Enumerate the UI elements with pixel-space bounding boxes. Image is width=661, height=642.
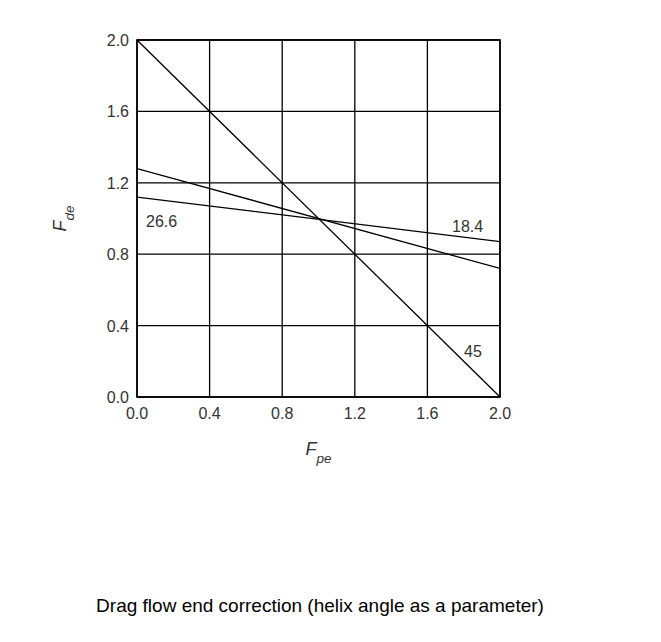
x-grid-line — [282, 40, 283, 397]
y-tick-label: 0.0 — [107, 389, 129, 406]
x-tick-label: 0.0 — [126, 405, 148, 422]
x-tick-label: 0.4 — [198, 405, 220, 422]
series-group — [137, 40, 500, 397]
x-grid-line — [209, 40, 210, 397]
x-axis-label-sub: pe — [315, 451, 331, 466]
x-axis-label: Fpe — [305, 439, 331, 466]
y-tick-label: 0.8 — [107, 246, 129, 263]
caption: Drag flow end correction (helix angle as… — [96, 595, 544, 616]
x-tick-label: 1.2 — [344, 405, 366, 422]
x-tick-label: 2.0 — [489, 405, 511, 422]
series-line — [137, 197, 500, 242]
y-grid-line — [137, 325, 500, 326]
x-grid-line — [354, 40, 355, 397]
y-tick-label: 2.0 — [107, 32, 129, 49]
y-axis-label: Fde — [50, 205, 77, 231]
y-grid-line — [137, 111, 500, 112]
x-tick-label: 1.6 — [416, 405, 438, 422]
plot-frame — [137, 40, 500, 397]
series-label: 18.4 — [452, 218, 483, 235]
series-label: 45 — [464, 343, 482, 360]
y-tick-label: 1.6 — [107, 103, 129, 120]
y-tick-label: 0.4 — [107, 318, 129, 335]
series-line — [137, 169, 500, 269]
chart: 0.0 0.4 0.8 1.2 1.6 2.0 0.0 0.4 0.8 1.2 1.6 2.0 45 26… — [0, 0, 661, 642]
background — [0, 0, 661, 642]
series-label: 26.6 — [146, 213, 177, 230]
y-tick-label: 1.2 — [107, 175, 129, 192]
y-axis-label-sub: de — [62, 205, 77, 220]
x-tick-label: 0.8 — [271, 405, 293, 422]
x-grid-line — [427, 40, 428, 397]
series-line — [137, 40, 500, 397]
